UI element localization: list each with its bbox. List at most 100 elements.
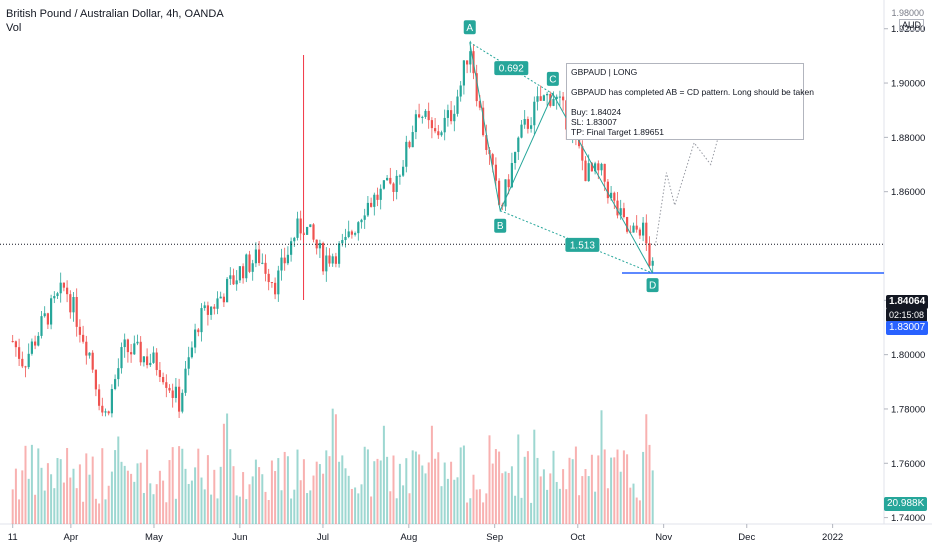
volume-bar: [254, 459, 257, 524]
candle-body: [462, 60, 465, 86]
volume-bar: [427, 462, 430, 524]
volume-bar: [142, 492, 145, 524]
candle-body: [66, 287, 69, 295]
candle-body: [437, 131, 440, 136]
volume-bar: [206, 455, 209, 524]
candle-body: [357, 222, 360, 234]
candle-body: [174, 386, 177, 398]
volume-bar: [600, 410, 603, 524]
volume-bar: [286, 456, 289, 524]
volume-bar: [373, 461, 376, 524]
volume-bar: [245, 499, 248, 524]
time-tick-label: Dec: [738, 532, 755, 543]
axis-currency[interactable]: 1.98000 AUD: [891, 8, 924, 31]
candle-body: [392, 183, 395, 192]
volume-bar: [542, 469, 545, 524]
candle-body: [37, 335, 40, 346]
volume-bar: [213, 469, 216, 524]
time-tick-label: Oct: [570, 532, 585, 543]
volume-bar: [606, 488, 609, 524]
candle-body: [606, 181, 609, 199]
volume-bar: [126, 470, 129, 524]
ratio-ab-label-bg: [494, 61, 529, 76]
candle-body: [411, 132, 414, 148]
candle-body: [302, 233, 305, 235]
volume-bar: [94, 498, 97, 524]
time-tick-label: 2022: [822, 532, 843, 543]
trade-note[interactable]: GBPAUD | LONG GBPAUD has completed AB = …: [566, 63, 814, 140]
symbol-title[interactable]: British Pound / Australian Dollar, 4h, O…: [6, 8, 224, 20]
candle-body: [424, 110, 427, 117]
candles-layer: [11, 40, 654, 419]
candle-body: [440, 132, 443, 136]
pattern-legs: [469, 42, 654, 274]
candle-body: [59, 282, 62, 294]
candle-body: [446, 110, 449, 118]
volume-bar: [146, 449, 149, 524]
candle-body: [366, 202, 369, 216]
volume-bar: [363, 446, 366, 524]
candle-body: [190, 347, 193, 358]
candle-body: [418, 114, 421, 118]
volume-bar: [376, 458, 379, 524]
volume-bar: [344, 468, 347, 524]
volume-bar: [437, 452, 440, 524]
candle-body: [373, 194, 376, 207]
candle-body: [590, 163, 593, 172]
volume-bar: [110, 471, 113, 524]
volume-bar: [242, 472, 245, 524]
volume-bar: [619, 471, 622, 524]
candle-body: [286, 254, 289, 264]
candle-body: [642, 222, 645, 236]
candle-body: [389, 177, 392, 184]
candle-body: [232, 275, 235, 285]
volume-bar: [155, 484, 158, 524]
point-a-label: A: [463, 20, 476, 35]
volume-bar: [638, 500, 641, 524]
ratio-cd-label: 1.513: [565, 237, 600, 252]
volume-indicator-label[interactable]: Vol: [6, 22, 22, 34]
volume-bar: [360, 484, 363, 524]
candle-body: [235, 280, 238, 285]
volume-bar: [578, 495, 581, 524]
candle-body: [597, 163, 600, 171]
volume-bar: [475, 489, 478, 524]
volume-bar: [328, 456, 331, 524]
volume-bar: [517, 434, 520, 524]
candle-body: [350, 231, 353, 235]
volume-bar: [610, 457, 613, 524]
candle-body: [264, 262, 267, 274]
volume-bar: [597, 455, 600, 524]
volume-bar: [446, 478, 449, 524]
volume-bar: [117, 436, 120, 524]
candle-body: [62, 282, 65, 288]
volume-bar: [418, 454, 421, 524]
candle-body: [78, 326, 81, 335]
time-tick-label: Jun: [232, 532, 247, 543]
volume-bar: [123, 465, 126, 524]
candle-body: [408, 141, 411, 148]
volume-bar: [405, 458, 408, 524]
volume-bar: [462, 445, 465, 524]
volume-bar: [78, 464, 81, 524]
candle-body: [370, 202, 373, 207]
volume-bar: [149, 483, 152, 524]
candle-body: [635, 225, 638, 230]
volume-bar: [645, 414, 648, 524]
volume-bar: [226, 413, 229, 524]
price-tick-label: 1.80000: [891, 350, 925, 361]
volume-bar: [411, 450, 414, 524]
candle-body: [402, 166, 405, 176]
time-tick-label: 11: [8, 532, 18, 543]
volume-bar: [34, 494, 37, 524]
candle-body: [94, 369, 97, 390]
volume-bar: [498, 451, 501, 524]
volume-bar: [152, 494, 155, 524]
volume-bar: [616, 449, 619, 524]
point-c-label: C: [546, 71, 559, 86]
volume-bar: [165, 502, 168, 524]
volume-bar: [549, 473, 552, 524]
abcd-pattern: A B C D 0.692 1.513: [463, 20, 659, 293]
volume-bar: [565, 489, 568, 524]
